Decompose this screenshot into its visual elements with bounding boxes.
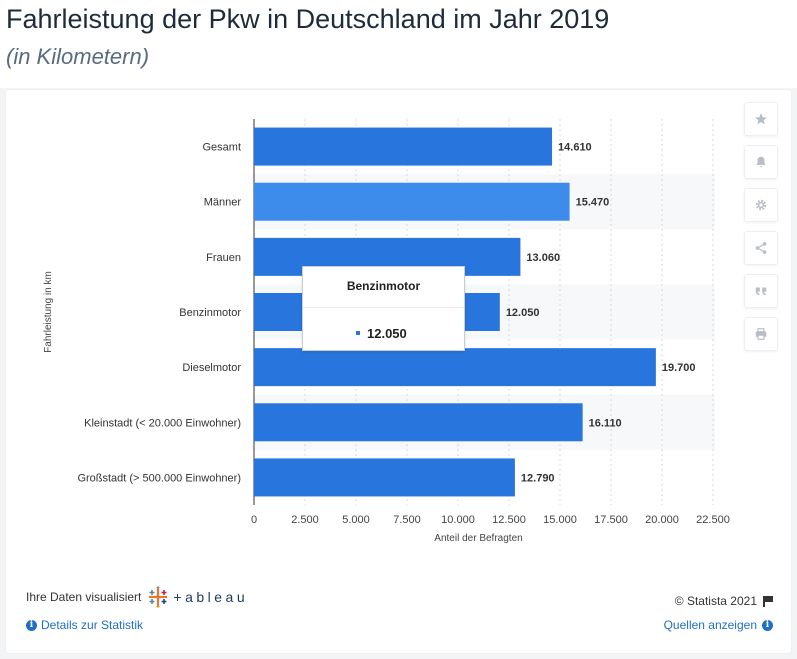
bar: [254, 458, 515, 497]
x-axis-title: Anteil der Befragten: [434, 533, 522, 544]
x-tick-label: 17.500: [594, 514, 628, 526]
print-button[interactable]: [744, 317, 778, 351]
header: Fahrleistung der Pkw in Deutschland im J…: [0, 0, 797, 88]
bar: [254, 127, 553, 166]
visualized-by: Ihre Daten visualisiert +ableau: [26, 586, 248, 608]
info-icon: i: [26, 619, 37, 631]
category-label: Männer: [204, 197, 242, 209]
quote-icon: [755, 287, 767, 296]
x-tick-label: 10.000: [441, 514, 475, 526]
sources-link[interactable]: Quellen anzeigen i: [664, 618, 773, 632]
x-tick-label: 7.500: [393, 514, 421, 526]
print-icon: [755, 328, 767, 340]
info-icon: i: [762, 619, 773, 631]
bell-icon: [756, 156, 766, 168]
data-label: 15.470: [576, 197, 610, 209]
tooltip-series-marker: [356, 331, 360, 335]
bar: [254, 182, 570, 221]
category-label: Benzinmotor: [179, 307, 241, 319]
page-title: Fahrleistung der Pkw in Deutschland im J…: [6, 4, 610, 34]
notification-button[interactable]: [744, 145, 778, 179]
tableau-cross-icon: [149, 586, 168, 608]
favorite-button[interactable]: [744, 102, 778, 136]
x-tick-label: 2.500: [291, 514, 319, 526]
gear-icon: [755, 199, 767, 211]
share-button[interactable]: [744, 231, 778, 265]
settings-button[interactable]: [744, 188, 778, 222]
bar: [254, 403, 583, 442]
category-label: Kleinstadt (< 20.000 Einwohner): [84, 417, 241, 429]
x-tick-label: 12.500: [492, 514, 526, 526]
x-tick-label: 20.000: [645, 514, 679, 526]
details-link[interactable]: i Details zur Statistik: [26, 618, 143, 632]
cite-button[interactable]: [744, 274, 778, 308]
visualized-by-text: Ihre Daten visualisiert: [26, 590, 142, 604]
data-label: 16.110: [589, 417, 622, 429]
sources-link-label[interactable]: Quellen anzeigen: [663, 618, 757, 632]
tableau-logo[interactable]: +ableau: [147, 586, 248, 608]
category-label: Dieselmotor: [182, 362, 241, 374]
page-subtitle: (in Kilometern): [6, 44, 150, 69]
star-icon: [755, 113, 767, 125]
category-label: Großstadt (> 500.000 Einwohner): [77, 472, 241, 484]
data-label: 12.790: [521, 472, 555, 484]
x-tick-label: 0: [251, 514, 257, 526]
chart-tooltip: Benzinmotor 12.050: [302, 266, 465, 351]
copyright-text: © Statista 2021: [674, 594, 757, 608]
category-label: Gesamt: [202, 142, 241, 154]
data-label: 19.700: [662, 362, 696, 374]
tooltip-value: 12.050: [367, 326, 407, 341]
x-tick-label: 5.000: [342, 514, 370, 526]
copyright: © Statista 2021: [675, 594, 773, 608]
data-label: 14.610: [558, 142, 592, 154]
bar: [254, 348, 656, 387]
category-label: Frauen: [206, 252, 241, 264]
data-label: 13.060: [526, 252, 560, 264]
tooltip-title: Benzinmotor: [346, 279, 421, 293]
x-tick-label: 22.500: [696, 514, 730, 526]
details-link-label[interactable]: Details zur Statistik: [41, 618, 144, 632]
flag-icon[interactable]: [763, 595, 773, 607]
chart-toolbar: [744, 102, 778, 360]
x-tick-label: 15.000: [543, 514, 577, 526]
y-axis-title: Fahrleistung in km: [43, 271, 54, 353]
tableau-wordmark: +ableau: [173, 589, 249, 605]
share-icon: [755, 242, 767, 254]
data-label: 12.050: [506, 307, 540, 319]
tooltip-divider: [303, 307, 464, 308]
